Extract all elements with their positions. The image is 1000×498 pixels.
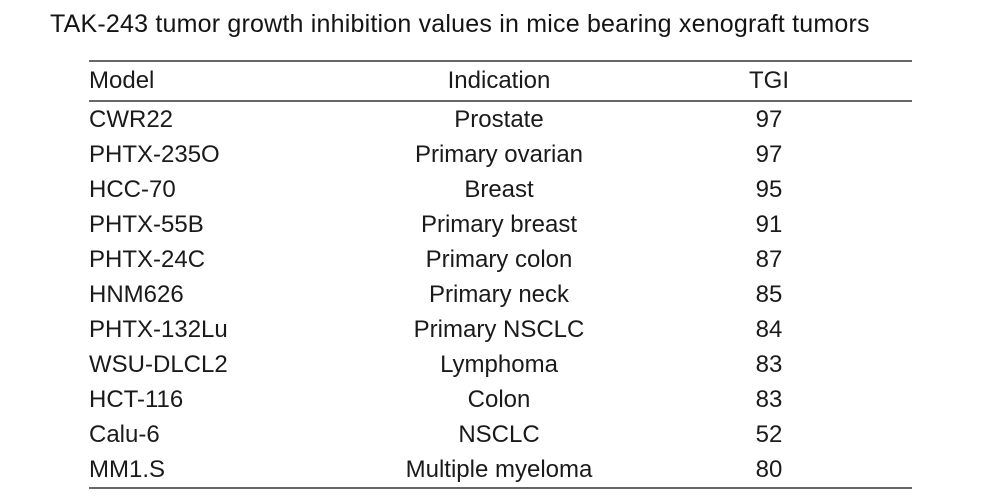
table-row: PHTX-24C Primary colon 87 [89, 242, 912, 277]
tgi-cell: 52 [755, 420, 783, 448]
indication-cell: Primary neck [428, 280, 570, 308]
table-header-rule [89, 100, 912, 102]
table-bottom-rule [89, 487, 912, 489]
tgi-cell: 83 [755, 350, 783, 378]
table-header-row: Model Indication TGI [89, 62, 912, 100]
tgi-table: Model Indication TGI CWR22 Prostate 97 P… [89, 60, 912, 489]
tgi-cell: 83 [755, 385, 783, 413]
tgi-cell: 97 [755, 140, 783, 168]
table-row: CWR22 Prostate 97 [89, 102, 912, 137]
tgi-cell: 95 [755, 175, 783, 203]
column-header-tgi: TGI [749, 67, 789, 94]
indication-cell: NSCLC [458, 420, 540, 448]
table-row: HNM626 Primary neck 85 [89, 277, 912, 312]
column-header-indication: Indication [447, 67, 551, 94]
tgi-cell: 97 [755, 105, 783, 133]
indication-cell: Multiple myeloma [405, 455, 593, 483]
column-header-model: Model [89, 67, 155, 94]
indication-cell: Primary NSCLC [413, 315, 585, 343]
model-cell: HCC-70 [89, 175, 176, 203]
indication-cell: Primary breast [420, 210, 578, 238]
tgi-cell: 87 [755, 245, 783, 273]
model-cell: CWR22 [89, 105, 174, 133]
table-row: PHTX-132Lu Primary NSCLC 84 [89, 312, 912, 347]
tgi-cell: 84 [755, 315, 783, 343]
indication-cell: Breast [464, 175, 534, 203]
model-cell: PHTX-235O [89, 140, 220, 168]
table-row: PHTX-235O Primary ovarian 97 [89, 137, 912, 172]
indication-cell: Primary colon [425, 245, 573, 273]
model-cell: Calu-6 [89, 420, 160, 448]
table-row: PHTX-55B Primary breast 91 [89, 207, 912, 242]
tgi-cell: 91 [755, 210, 783, 238]
model-cell: PHTX-132Lu [89, 315, 228, 343]
model-cell: PHTX-55B [89, 210, 204, 238]
model-cell: PHTX-24C [89, 245, 206, 273]
table-body: CWR22 Prostate 97 PHTX-235O Primary ovar… [89, 102, 912, 487]
figure-title: TAK-243 tumor growth inhibition values i… [50, 10, 870, 38]
table-row: HCT-116 Colon 83 [89, 382, 912, 417]
model-cell: WSU-DLCL2 [89, 350, 228, 378]
table-row: WSU-DLCL2 Lymphoma 83 [89, 347, 912, 382]
indication-cell: Colon [467, 385, 531, 413]
tgi-cell: 80 [755, 455, 783, 483]
table-row: Calu-6 NSCLC 52 [89, 417, 912, 452]
table-row: MM1.S Multiple myeloma 80 [89, 452, 912, 487]
table-row: HCC-70 Breast 95 [89, 172, 912, 207]
model-cell: HNM626 [89, 280, 184, 308]
indication-cell: Lymphoma [440, 350, 558, 378]
model-cell: HCT-116 [89, 385, 184, 413]
model-cell: MM1.S [89, 455, 166, 483]
tgi-cell: 85 [755, 280, 783, 308]
table-top-rule [89, 60, 912, 62]
indication-cell: Primary ovarian [414, 140, 584, 168]
indication-cell: Prostate [454, 105, 544, 133]
